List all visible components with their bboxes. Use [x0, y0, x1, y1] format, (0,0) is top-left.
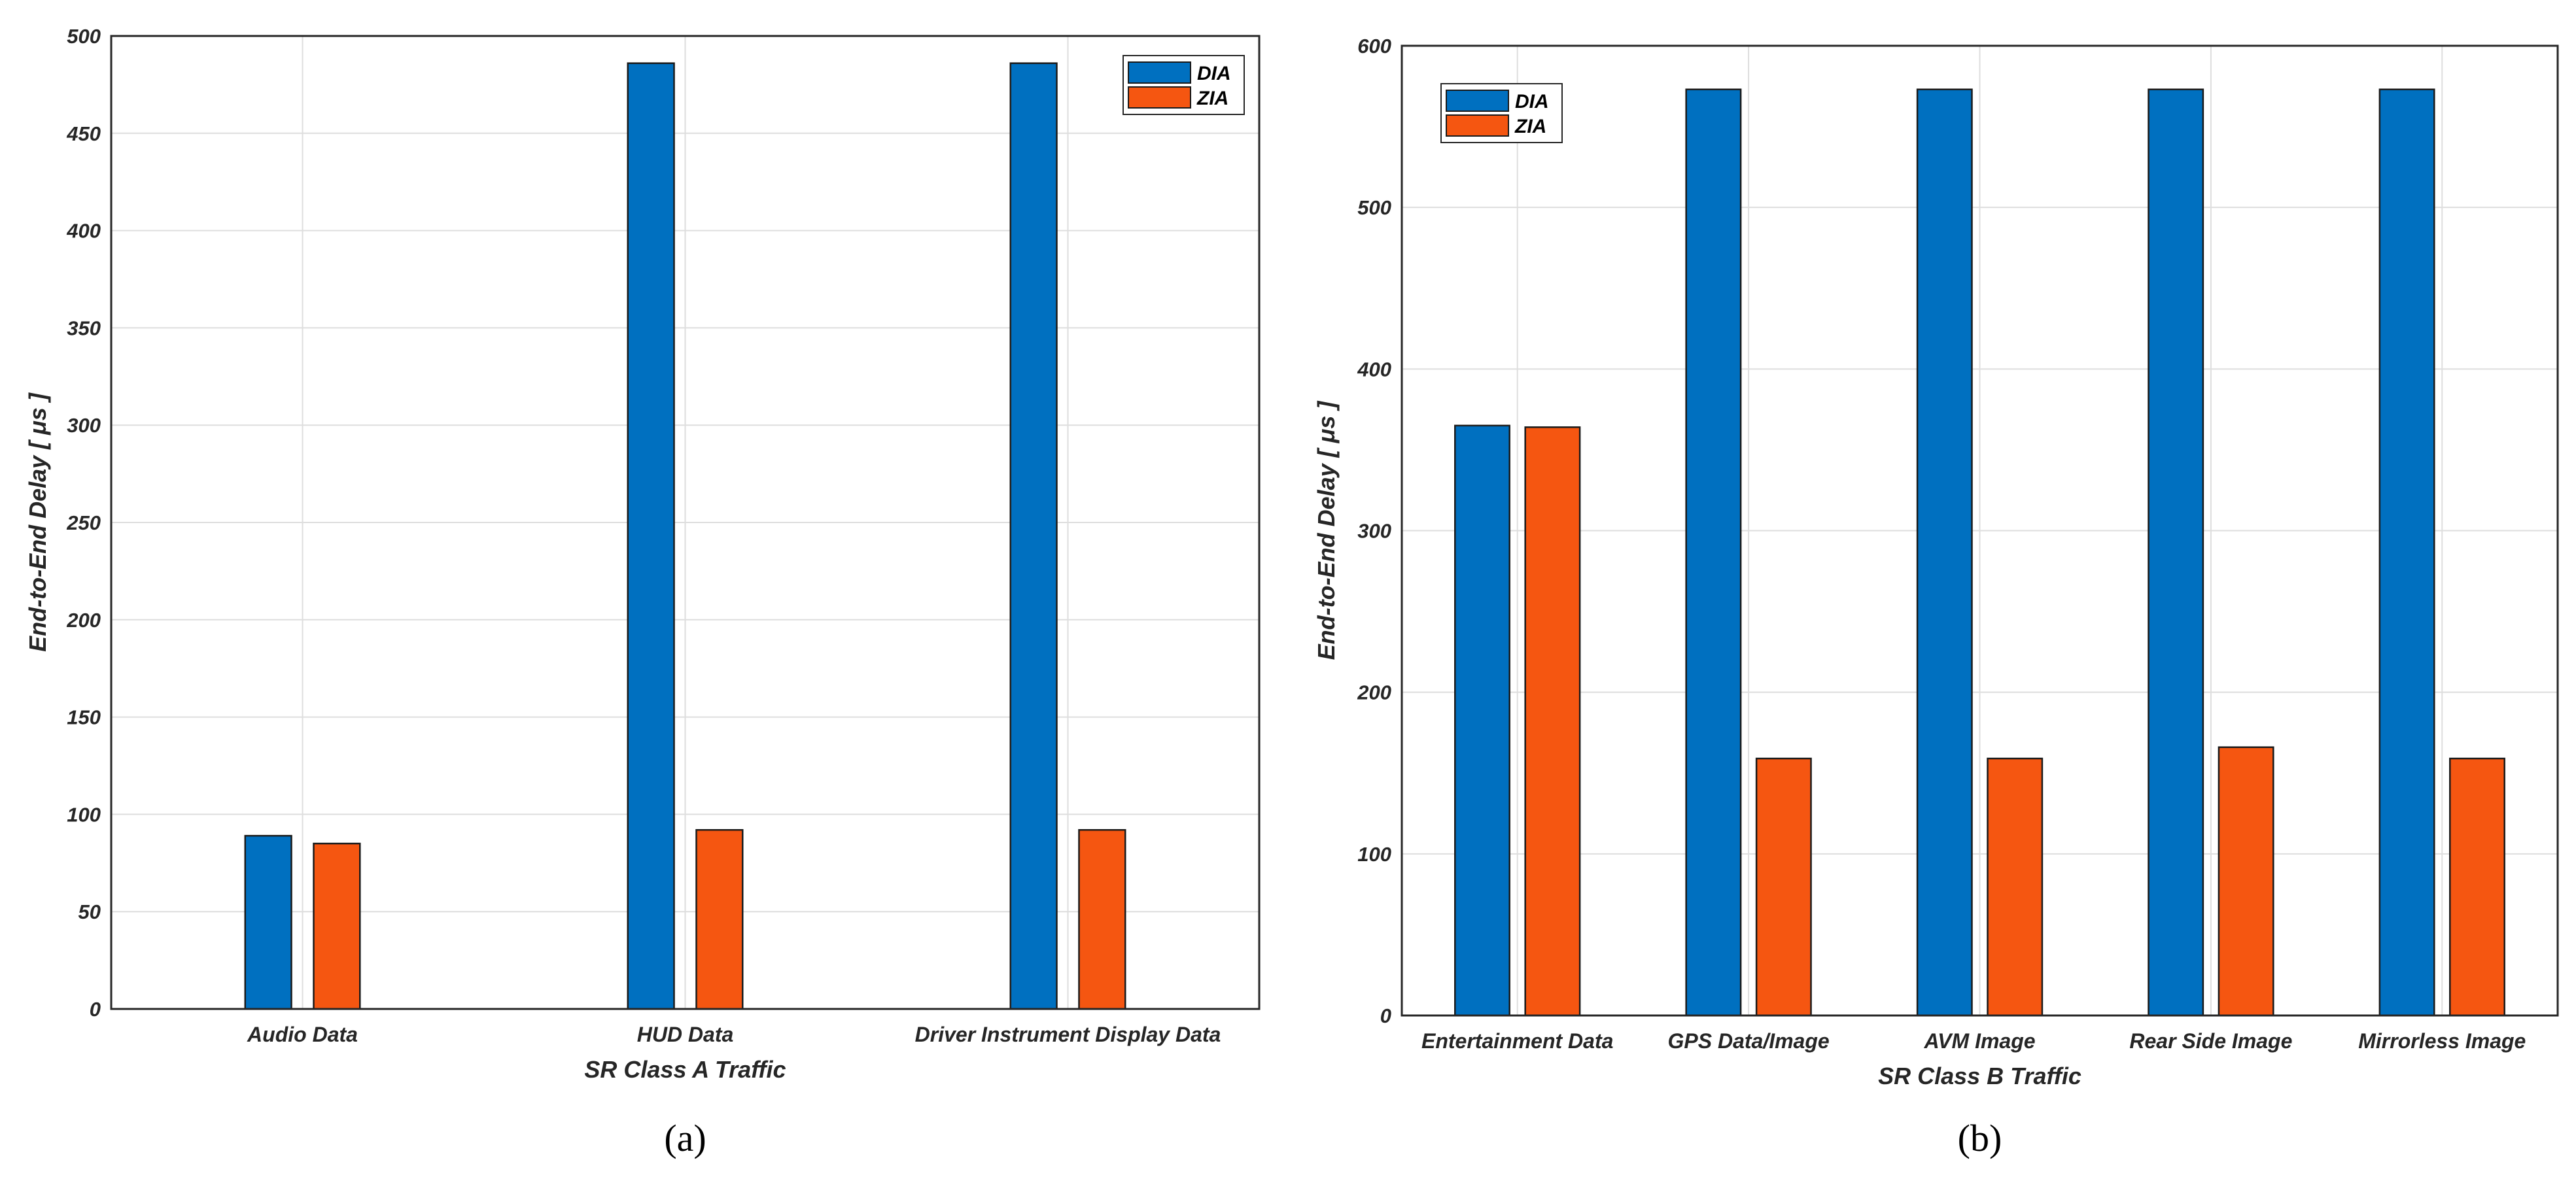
x-tick-label: Driver Instrument Display Data: [915, 1023, 1221, 1046]
panel-label: (a): [664, 1117, 706, 1159]
y-axis-label: End-to-End Delay [ μs ]: [1313, 401, 1340, 660]
bar-zia-3: [2218, 746, 2274, 1017]
y-tick-label: 200: [1357, 681, 1391, 704]
legend-swatch-zia: [1446, 114, 1509, 137]
y-tick-label: 600: [1357, 35, 1391, 58]
y-tick-label: 0: [1380, 1004, 1391, 1027]
legend-label-zia: ZIA: [1514, 116, 1546, 137]
bar-dia-2: [1009, 62, 1058, 1010]
x-tick-label: Rear Side Image: [2129, 1029, 2292, 1053]
x-tick-label: Audio Data: [247, 1023, 358, 1046]
x-tick-label: GPS Data/Image: [1667, 1029, 1829, 1053]
y-tick-label: 0: [90, 998, 101, 1021]
y-tick-label: 50: [78, 900, 101, 923]
plot-frame: [110, 35, 1261, 1010]
y-tick-label: 450: [66, 122, 101, 145]
y-tick-label: 500: [67, 25, 101, 48]
x-tick-label: Mirrorless Image: [2358, 1029, 2526, 1053]
x-tick-label: AVM Image: [1923, 1029, 2035, 1053]
x-tick-label: Entertainment Data: [1421, 1029, 1613, 1053]
y-tick-label: 100: [1357, 843, 1391, 866]
bar-dia-4: [2378, 88, 2435, 1017]
y-tick-label: 300: [67, 414, 101, 437]
bar-dia-3: [2148, 88, 2204, 1017]
bar-zia-0: [1524, 426, 1581, 1017]
bar-zia-1: [1755, 757, 1812, 1017]
bar-zia-2: [1987, 757, 2044, 1017]
bar-dia-1: [1685, 88, 1742, 1017]
y-tick-label: 100: [67, 803, 101, 826]
y-tick-label: 400: [66, 220, 101, 243]
bar-zia-2: [1078, 828, 1126, 1010]
x-axis-label: SR Class B Traffic: [1878, 1063, 2081, 1089]
y-tick-label: 300: [1357, 520, 1391, 543]
y-tick-label: 350: [67, 316, 101, 339]
y-tick-label: 150: [67, 706, 101, 729]
bar-dia-0: [1454, 424, 1510, 1017]
legend-label-dia: DIA: [1515, 91, 1549, 112]
plot-frame: [1401, 44, 2559, 1017]
legend-swatch-dia: [1128, 61, 1191, 84]
chart-panel-a: 0 50 100 150 200 250 300 350 400 450 500 Audio Data…: [24, 25, 1261, 1159]
legend-swatch-dia: [1446, 90, 1509, 112]
bar-dia-0: [244, 834, 292, 1010]
y-tick-label: 500: [1357, 196, 1391, 219]
legend-label-dia: DIA: [1197, 63, 1231, 84]
bar-zia-0: [313, 842, 361, 1010]
x-tick-label: HUD Data: [637, 1023, 734, 1046]
legend: DIA ZIA: [1123, 55, 1245, 115]
y-tick-label: 200: [66, 609, 101, 632]
legend-label-zia: ZIA: [1196, 88, 1228, 109]
y-axis-label: End-to-End Delay [ μs ]: [24, 392, 51, 652]
bar-dia-2: [1916, 88, 1973, 1017]
panel-label: (b): [1958, 1117, 2002, 1159]
bar-zia-4: [2449, 757, 2505, 1017]
legend: DIA ZIA: [1440, 83, 1563, 143]
x-axis-label: SR Class A Traffic: [584, 1056, 786, 1083]
chart-panel-b: 0 100 200 300 400 500 600 Entertainment Data GPS…: [1313, 35, 2559, 1159]
legend-swatch-zia: [1128, 86, 1191, 109]
y-tick-label: 400: [1357, 358, 1391, 381]
bar-zia-1: [695, 828, 744, 1010]
y-tick-label: 250: [66, 511, 101, 534]
bar-dia-1: [627, 62, 675, 1010]
